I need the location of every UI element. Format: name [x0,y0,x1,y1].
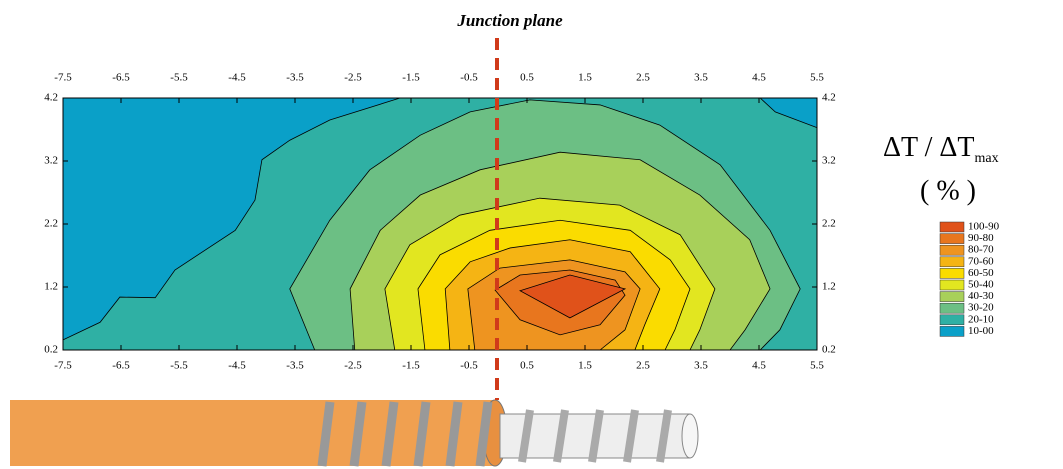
legend-swatch [940,234,964,244]
y-tick-label-right: 3.2 [822,155,836,167]
x-tick-label: -5.5 [170,360,188,372]
x-tick-label-top: 2.5 [636,72,650,84]
x-tick-label: 5.5 [810,360,824,372]
x-tick-label-top: 0.5 [520,72,534,84]
x-tick-label-top: 5.5 [810,72,824,84]
legend-label: 60-50 [968,267,994,279]
y-tick-label: 0.2 [44,344,58,356]
x-tick-label-top: -0.5 [460,72,478,84]
x-tick-label: 0.5 [520,360,534,372]
x-tick-label: -3.5 [286,360,304,372]
legend-label: 20-10 [968,313,994,325]
x-tick-label-top: 4.5 [752,72,766,84]
figure: -7.5 -7.5 -6.5 -6.5 -5.5 -5.5 -4.5 -4.5 -3.5 -3.5… [0,0,1063,469]
x-tick-label: -2.5 [344,360,362,372]
y-tick-label: 1.2 [44,281,58,293]
y-tick-label: 2.2 [44,218,58,230]
legend-title-main: ΔT / ΔT [883,132,975,163]
legend-label: 100-90 [968,221,1000,233]
x-tick-label: 2.5 [636,360,650,372]
x-tick-label-top: 1.5 [578,72,592,84]
y-tick-label-right: 4.2 [822,92,836,104]
x-tick-label-top: -3.5 [286,72,304,84]
legend-swatch [940,280,964,290]
x-tick-label-top: -5.5 [170,72,188,84]
x-tick-label: -1.5 [402,360,420,372]
legend-unit: ( % ) [920,175,976,206]
contour-plot [63,98,817,350]
legend-swatch [940,245,964,255]
legend-label: 30-20 [968,302,994,314]
core-end [682,414,698,458]
legend-swatch [940,222,964,232]
x-tick-label: 1.5 [578,360,592,372]
x-tick-label: -0.5 [460,360,478,372]
y-tick-label-right: 2.2 [822,218,836,230]
legend-swatch [940,315,964,325]
legend-swatch [940,303,964,313]
legend: 100-9090-8080-7070-6060-5050-4040-3030-2… [940,221,1000,337]
x-tick-label-top: -6.5 [112,72,130,84]
legend-swatch [940,326,964,336]
legend-swatch [940,268,964,278]
x-tick-label: -6.5 [112,360,130,372]
x-tick-label-top: -7.5 [54,72,72,84]
y-tick-label: 3.2 [44,155,58,167]
legend-label: 80-70 [968,244,994,256]
legend-swatch [940,292,964,302]
legend-label: 10-00 [968,325,994,337]
x-tick-label: -7.5 [54,360,72,372]
x-tick-label: -4.5 [228,360,246,372]
legend-swatch [940,257,964,267]
legend-label: 40-30 [968,290,994,302]
y-tick-label-right: 0.2 [822,344,836,356]
y-tick-label: 4.2 [44,92,58,104]
x-tick-label: 4.5 [752,360,766,372]
legend-label: 90-80 [968,232,994,244]
x-tick-label-top: -2.5 [344,72,362,84]
legend-title-sub: max [975,151,999,166]
x-tick-label-top: 3.5 [694,72,708,84]
x-tick-label-top: -1.5 [402,72,420,84]
x-tick-label: 3.5 [694,360,708,372]
y-tick-label-right: 1.2 [822,281,836,293]
cable-illustration [10,400,698,466]
annotation: Junction plane [456,11,563,30]
legend-label: 50-40 [968,279,994,291]
x-tick-label-top: -4.5 [228,72,246,84]
legend-title: ΔT / ΔTmax [883,132,999,166]
legend-label: 70-60 [968,255,994,267]
